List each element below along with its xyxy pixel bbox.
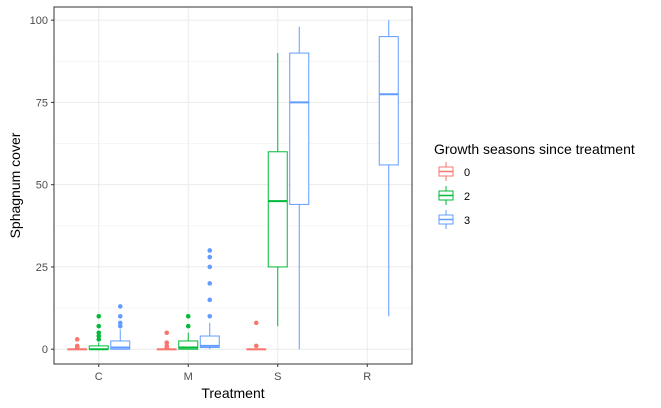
box-outlier-point xyxy=(207,254,213,260)
box-C-series-3 xyxy=(110,304,131,350)
axes: 0 25 50 75 100 C M S R xyxy=(30,15,372,383)
box-body xyxy=(378,36,399,166)
box-S-series-2 xyxy=(267,53,288,327)
x-tick-label: R xyxy=(363,371,371,383)
box-outlier-point xyxy=(74,343,80,349)
legend-label: 0 xyxy=(464,167,470,179)
box-C-series-2 xyxy=(88,313,109,351)
box-outlier-point xyxy=(117,323,123,329)
box-outlier-point xyxy=(185,313,191,319)
box-outlier-point xyxy=(207,264,213,270)
box-outlier-point xyxy=(164,343,170,349)
box-outlier-point xyxy=(117,320,123,326)
box-body xyxy=(110,340,131,350)
legend-item-3: 3 xyxy=(438,210,470,229)
legend-label: 3 xyxy=(464,215,470,227)
y-tick-label: 100 xyxy=(30,15,48,27)
box-outlier-point xyxy=(74,337,80,342)
x-axis-title: Treatment xyxy=(201,385,264,401)
box-C-series-0 xyxy=(67,337,88,351)
box-M-series-2 xyxy=(178,313,199,350)
box-layer xyxy=(67,20,399,351)
box-S-series-0 xyxy=(246,320,267,351)
box-outlier-point xyxy=(207,281,213,286)
box-outlier-point xyxy=(207,313,213,319)
box-M-series-3 xyxy=(199,248,220,350)
legend-title: Growth seasons since treatment xyxy=(434,141,635,157)
y-axis-title: Sphagnum cover xyxy=(7,132,23,238)
box-outlier-point xyxy=(96,323,102,329)
box-outlier-point xyxy=(185,323,191,329)
box-R-series-3 xyxy=(378,20,399,317)
box-outlier-point xyxy=(96,330,102,336)
legend-items: 0 2 3 xyxy=(438,162,470,229)
y-tick-label: 75 xyxy=(36,97,48,109)
box-outlier-point xyxy=(164,330,170,336)
gridlines xyxy=(54,7,412,364)
box-S-series-3 xyxy=(289,26,310,350)
x-tick-label: M xyxy=(184,371,193,383)
y-tick-label: 0 xyxy=(42,344,48,356)
legend-label: 2 xyxy=(464,191,470,203)
panel-border xyxy=(53,6,413,365)
box-outlier-point xyxy=(164,340,170,345)
legend-item-2: 2 xyxy=(438,186,470,205)
box-outlier-point xyxy=(117,304,123,309)
box-outlier-point xyxy=(96,333,102,339)
legend: Growth seasons since treatment 0 2 3 xyxy=(434,141,635,229)
box-outlier-point xyxy=(253,343,259,349)
box-outlier-point xyxy=(96,337,102,342)
x-tick-label: S xyxy=(274,371,281,383)
y-tick-label: 50 xyxy=(36,180,48,192)
legend-item-0: 0 xyxy=(438,162,470,181)
box-body xyxy=(199,335,220,349)
y-tick-label: 25 xyxy=(36,262,48,274)
box-outlier-point xyxy=(117,313,123,319)
box-body xyxy=(289,52,310,205)
box-outlier-point xyxy=(96,313,102,319)
x-tick-label: C xyxy=(95,371,103,383)
box-outlier-point xyxy=(253,320,259,326)
box-outlier-point xyxy=(207,248,213,253)
box-body xyxy=(267,151,288,268)
box-M-series-0 xyxy=(156,330,177,351)
box-body xyxy=(178,340,199,350)
box-outlier-point xyxy=(207,297,213,303)
